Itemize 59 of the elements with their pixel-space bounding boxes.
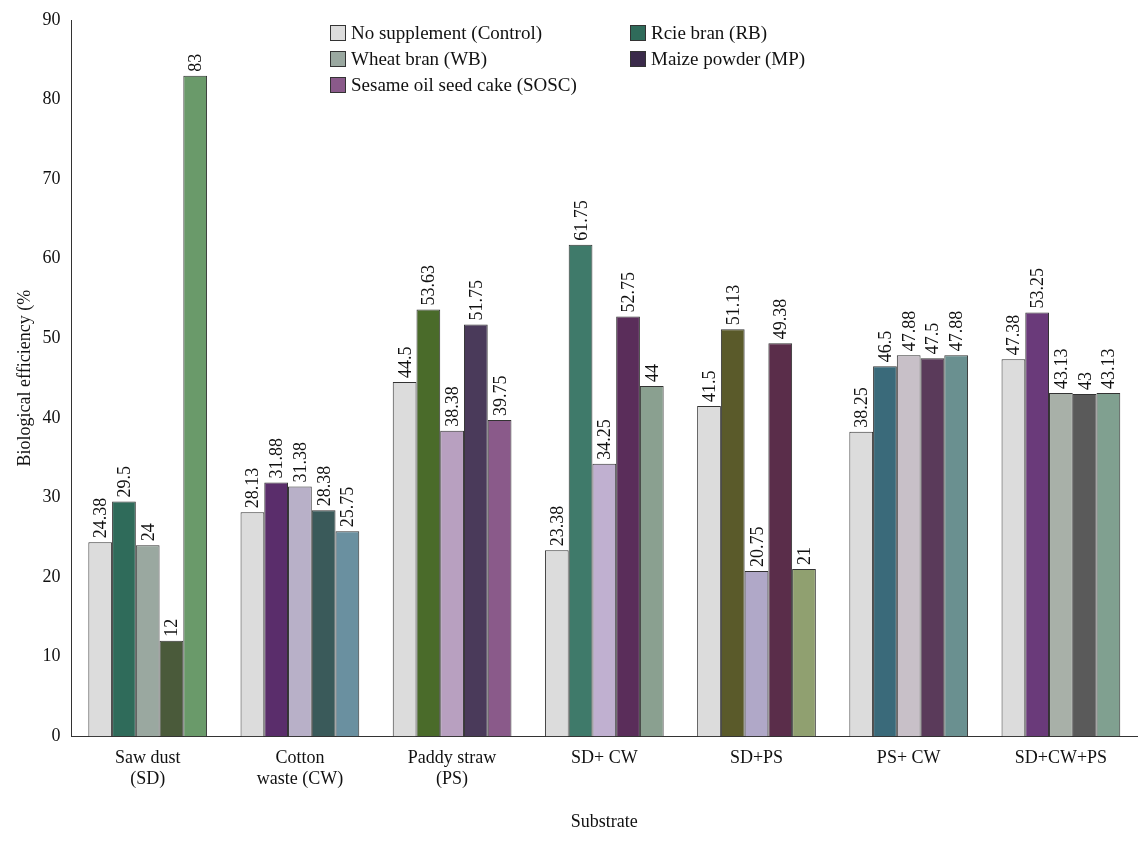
data-label: 53.63 [418,264,439,306]
x-tick-label: SD+CW+PS [1014,746,1108,767]
data-label: 38.38 [442,386,463,427]
legend-label: Maize powder (MP) [651,48,806,70]
data-label: 61.75 [570,200,591,241]
legend-label: Rcie bran (RB) [651,22,768,44]
data-label: 24 [137,523,158,542]
x-tick-label: SD+PS [729,746,784,767]
data-label: 46.5 [874,330,895,363]
data-label: 43 [1074,372,1095,391]
data-label: 29.5 [113,465,134,498]
data-label: 24.38 [90,497,111,539]
data-label: 38.25 [851,387,872,428]
y-tick-label: 70 [42,167,61,188]
data-label: 47.88 [898,310,919,352]
y-tick-label: 90 [42,8,61,29]
data-label: 47.88 [946,310,967,352]
data-label: 31.88 [266,438,287,479]
x-tick-label: SD+ CW [570,746,638,767]
y-tick-label: 80 [42,88,61,109]
legend-label: No supplement (Control) [351,22,543,44]
data-label: 43.13 [1098,348,1119,389]
data-label: 44.5 [394,346,415,379]
x-tick-label: Cotton waste (CW) [256,746,344,790]
data-label: 49.38 [770,298,791,340]
x-tick-label: Saw dust (SD) [114,746,181,790]
y-tick-label: 0 [51,724,61,745]
data-label: 51.75 [465,279,486,321]
data-label: 52.75 [618,271,639,313]
data-label: 23.38 [546,505,567,547]
x-axis-title: Substrate [570,810,638,831]
data-label: 51.13 [722,284,743,326]
data-label: 39.75 [489,375,510,416]
y-axis-title: Biological efficiency (% [13,289,35,467]
data-label: 53.25 [1027,267,1048,309]
data-label: 47.38 [1003,314,1024,356]
y-tick-label: 30 [42,486,61,507]
data-label: 41.5 [699,370,720,402]
data-label: 31.38 [289,441,310,483]
y-tick-label: 20 [42,565,61,586]
data-label: 28.38 [313,465,334,507]
data-label: 21 [793,547,814,566]
x-tick-label: PS+ CW [876,746,941,767]
data-label: 12 [161,618,182,637]
data-label: 44 [641,364,662,383]
y-tick-label: 40 [42,406,61,427]
data-label: 20.75 [746,526,767,568]
data-label: 83 [185,53,206,72]
data-label: 28.13 [242,467,263,509]
y-tick-label: 10 [42,645,61,666]
data-label: 47.5 [922,322,943,355]
y-tick-label: 60 [42,247,61,268]
legend-label: Wheat bran (WB) [351,48,488,70]
legend-label: Sesame oil seed cake (SOSC) [351,74,577,96]
x-tick-label: Paddy straw (PS) [407,746,497,790]
data-label: 34.25 [594,419,615,460]
data-label: 43.13 [1050,348,1071,389]
data-label: 25.75 [337,486,358,528]
y-tick-label: 50 [42,327,61,348]
